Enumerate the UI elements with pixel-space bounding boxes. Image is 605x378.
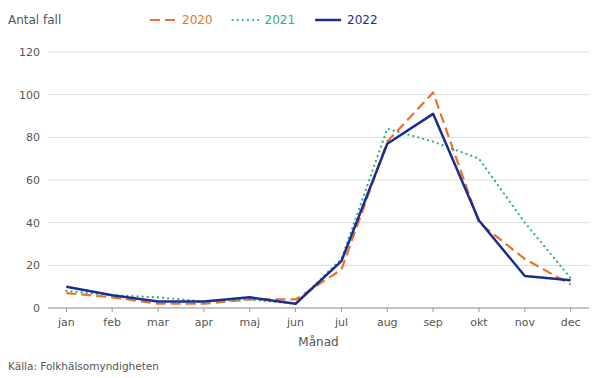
x-tick-label: nov — [515, 316, 536, 329]
x-tick — [478, 308, 479, 312]
x-tick — [203, 308, 204, 312]
x-tick-label: dec — [561, 316, 581, 329]
y-tick-label: 120 — [19, 46, 40, 59]
x-tick — [112, 308, 113, 312]
y-tick-label: 80 — [26, 131, 40, 144]
legend-label: 2020 — [182, 13, 213, 27]
x-tick-label: apr — [195, 316, 214, 329]
y-axis-label: Antal fall — [8, 13, 61, 27]
x-tick-label: jul — [334, 316, 348, 329]
chart: 0 20 40 60 80 100 120 jan feb mar apr maj jun jul aug s… — [0, 0, 605, 378]
legend-label: 2022 — [347, 13, 378, 27]
grid — [48, 52, 589, 308]
legend-swatch — [150, 19, 176, 21]
x-tick — [249, 308, 250, 312]
x-tick-label: jan — [57, 316, 75, 329]
y-tick-label: 0 — [33, 302, 40, 315]
x-tick-label: aug — [377, 316, 398, 329]
chart-container: 0 20 40 60 80 100 120 jan feb mar apr maj jun jul aug s… — [0, 0, 605, 378]
line — [66, 114, 570, 304]
y-tick-label: 40 — [26, 217, 40, 230]
y-tick-label: 100 — [19, 89, 40, 102]
grid-line — [48, 52, 589, 53]
legend-swatch — [315, 19, 341, 22]
x-tick — [570, 308, 571, 312]
grid-line — [48, 180, 589, 181]
line — [66, 129, 570, 304]
x-tick — [433, 308, 434, 312]
grid-line — [48, 94, 589, 95]
x-tick-label: jun — [286, 316, 304, 329]
grid-line — [48, 137, 589, 138]
x-tick-label: okt — [470, 316, 488, 329]
lines — [66, 93, 570, 304]
x-tick — [66, 308, 67, 312]
x-tick — [387, 308, 388, 312]
grid-line — [48, 222, 589, 223]
legend: 2020 2021 2022 — [150, 13, 378, 27]
x-tick — [524, 308, 525, 312]
source-note: Källa: Folkhälsomyndigheten — [8, 360, 159, 372]
x-tick — [158, 308, 159, 312]
y-tick-label: 20 — [26, 259, 40, 272]
x-tick-label: mar — [147, 316, 169, 329]
x-tick-label: sep — [423, 316, 442, 329]
grid-line — [48, 265, 589, 266]
legend-label: 2021 — [265, 13, 296, 27]
x-axis-line — [48, 308, 589, 309]
x-axis-label: Månad — [298, 335, 338, 349]
x-tick-label: maj — [239, 316, 260, 329]
legend-swatch — [233, 19, 259, 21]
line — [66, 93, 570, 304]
x-tick — [341, 308, 342, 312]
x-tick-label: feb — [103, 316, 121, 329]
grid-line — [48, 308, 589, 309]
x-tick — [295, 308, 296, 312]
y-tick-label: 60 — [26, 174, 40, 187]
